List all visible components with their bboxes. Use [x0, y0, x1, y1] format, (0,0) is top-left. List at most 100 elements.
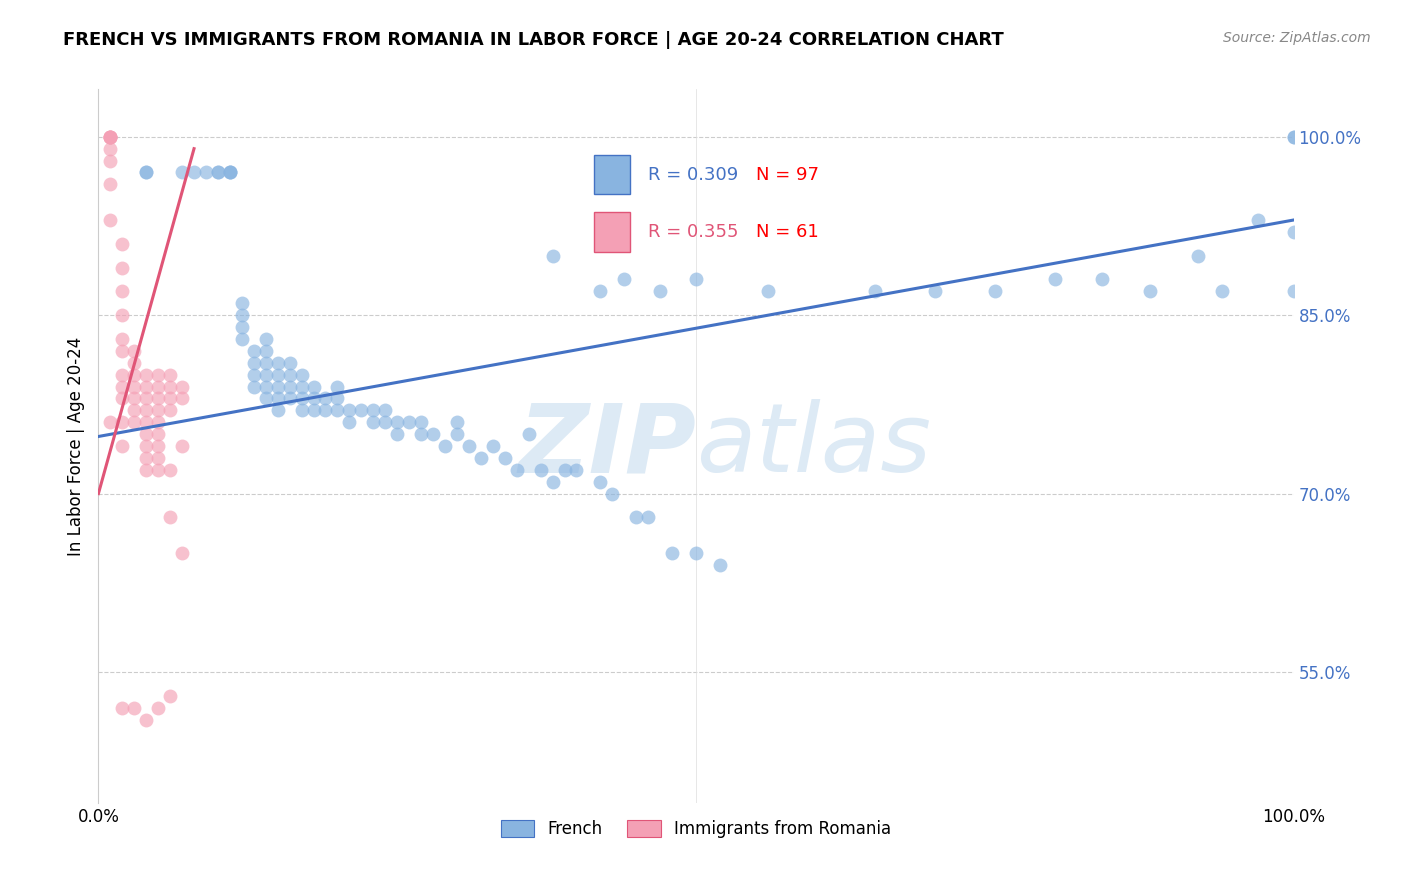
- Immigrants from Romania: [111, 700, 134, 714]
- Immigrants from Romania: [98, 153, 122, 168]
- French: [530, 463, 553, 477]
- Text: atlas: atlas: [696, 400, 931, 492]
- French: [207, 165, 229, 179]
- French: [339, 415, 361, 429]
- Bar: [595, 212, 630, 252]
- Immigrants from Romania: [159, 510, 181, 524]
- Immigrants from Romania: [148, 392, 170, 406]
- French: [865, 285, 887, 299]
- French: [709, 558, 731, 572]
- Immigrants from Romania: [148, 403, 170, 417]
- French: [291, 403, 314, 417]
- French: [207, 165, 229, 179]
- French: [243, 343, 266, 358]
- French: [554, 463, 576, 477]
- French: [291, 368, 314, 382]
- Immigrants from Romania: [135, 415, 157, 429]
- French: [363, 415, 385, 429]
- French: [1282, 225, 1305, 239]
- Immigrants from Romania: [111, 308, 134, 322]
- Text: R = 0.309: R = 0.309: [648, 166, 738, 184]
- Immigrants from Romania: [111, 285, 134, 299]
- French: [278, 368, 301, 382]
- French: [374, 403, 396, 417]
- French: [1091, 272, 1114, 286]
- French: [1282, 129, 1305, 144]
- French: [446, 415, 468, 429]
- French: [1211, 285, 1233, 299]
- Immigrants from Romania: [98, 129, 122, 144]
- French: [685, 546, 707, 560]
- Text: ZIP: ZIP: [517, 400, 696, 492]
- French: [302, 403, 325, 417]
- Immigrants from Romania: [172, 439, 194, 453]
- French: [278, 379, 301, 393]
- French: [326, 379, 349, 393]
- Immigrants from Romania: [159, 379, 181, 393]
- French: [243, 379, 266, 393]
- Immigrants from Romania: [148, 700, 170, 714]
- French: [494, 450, 516, 465]
- French: [315, 403, 337, 417]
- Immigrants from Romania: [135, 713, 157, 727]
- French: [481, 439, 505, 453]
- Immigrants from Romania: [159, 689, 181, 703]
- French: [350, 403, 373, 417]
- Immigrants from Romania: [111, 379, 134, 393]
- Immigrants from Romania: [135, 403, 157, 417]
- French: [231, 320, 253, 334]
- French: [506, 463, 529, 477]
- French: [254, 343, 277, 358]
- French: [231, 308, 253, 322]
- French: [291, 379, 314, 393]
- French: [637, 510, 659, 524]
- French: [756, 285, 779, 299]
- Immigrants from Romania: [98, 142, 122, 156]
- French: [374, 415, 396, 429]
- French: [1247, 213, 1270, 227]
- Text: R = 0.355: R = 0.355: [648, 223, 738, 241]
- Immigrants from Romania: [135, 463, 157, 477]
- Immigrants from Romania: [98, 178, 122, 192]
- French: [626, 510, 648, 524]
- French: [135, 165, 157, 179]
- Immigrants from Romania: [98, 129, 122, 144]
- French: [1282, 129, 1305, 144]
- Text: N = 97: N = 97: [756, 166, 818, 184]
- French: [398, 415, 420, 429]
- Immigrants from Romania: [111, 260, 134, 275]
- Immigrants from Romania: [111, 343, 134, 358]
- Immigrants from Romania: [124, 368, 146, 382]
- French: [219, 165, 242, 179]
- Immigrants from Romania: [124, 343, 146, 358]
- Immigrants from Romania: [159, 403, 181, 417]
- French: [589, 475, 612, 489]
- French: [446, 427, 468, 442]
- Immigrants from Romania: [135, 450, 157, 465]
- Y-axis label: In Labor Force | Age 20-24: In Labor Force | Age 20-24: [66, 336, 84, 556]
- French: [1043, 272, 1066, 286]
- French: [434, 439, 457, 453]
- French: [613, 272, 636, 286]
- French: [648, 285, 672, 299]
- Bar: [595, 155, 630, 194]
- Immigrants from Romania: [98, 129, 122, 144]
- Immigrants from Romania: [124, 403, 146, 417]
- Immigrants from Romania: [124, 379, 146, 393]
- French: [411, 427, 433, 442]
- French: [517, 427, 540, 442]
- French: [984, 285, 1007, 299]
- Immigrants from Romania: [135, 427, 157, 442]
- French: [291, 392, 314, 406]
- Immigrants from Romania: [159, 463, 181, 477]
- French: [172, 165, 194, 179]
- Immigrants from Romania: [159, 368, 181, 382]
- French: [278, 392, 301, 406]
- Immigrants from Romania: [98, 129, 122, 144]
- Text: FRENCH VS IMMIGRANTS FROM ROMANIA IN LABOR FORCE | AGE 20-24 CORRELATION CHART: FRENCH VS IMMIGRANTS FROM ROMANIA IN LAB…: [63, 31, 1004, 49]
- Immigrants from Romania: [111, 332, 134, 346]
- French: [422, 427, 444, 442]
- Immigrants from Romania: [111, 236, 134, 251]
- French: [541, 475, 564, 489]
- French: [302, 392, 325, 406]
